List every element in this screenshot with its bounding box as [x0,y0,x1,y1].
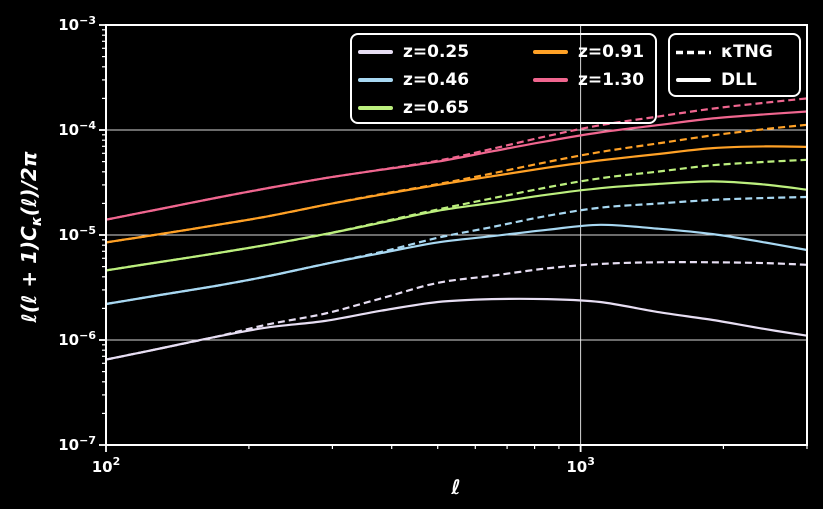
y-axis-label-pre: ℓ(ℓ + 1)C [17,226,41,323]
line-swatch-z130 [533,78,568,82]
svg-text:10−3: 10−3 [58,14,96,34]
legend-item-z065: z=0.65 [358,98,469,118]
svg-text:10−7: 10−7 [58,434,96,454]
legend-label-ktng: κTNG [721,42,773,62]
solid-line-swatch [676,78,711,82]
legend-label-z025: z=0.25 [403,42,470,62]
legend-item-ktng: κTNG [676,42,773,62]
legend-label-z091: z=0.91 [578,42,645,62]
legend-label-z046: z=0.46 [403,70,470,90]
legend-item-z025: z=0.25 [358,42,469,62]
line-swatch-z025 [358,50,393,54]
line-swatch-z091 [533,50,568,54]
svg-text:102: 102 [92,455,121,476]
line-swatch-z046 [358,78,393,82]
legend-label-dll: DLL [721,70,757,90]
legend-item-z091: z=0.91 [533,42,644,62]
x-axis-label: ℓ [451,475,461,499]
legend-label-z130: z=1.30 [578,70,645,90]
svg-text:103: 103 [566,455,595,476]
redshift-legend: z=0.25 z=0.46 z=0.65 z=0.91 z=1.30 [350,33,657,124]
legend-item-z046: z=0.46 [358,70,469,90]
line-swatch-z065 [358,106,393,110]
y-axis-label-sub: κ [29,216,45,227]
line-style-legend: κTNG DLL [668,33,801,97]
svg-text:10−6: 10−6 [58,329,96,349]
y-axis-label: ℓ(ℓ + 1)Cκ(ℓ)/2π [17,151,45,322]
svg-text:10−5: 10−5 [58,224,96,244]
legend-item-dll: DLL [676,70,757,90]
legend-item-z130: z=1.30 [533,70,644,90]
legend-label-z065: z=0.65 [403,98,470,118]
dashed-line-swatch [676,50,711,54]
y-axis-label-post: (ℓ)/2π [17,151,41,217]
svg-text:10−4: 10−4 [58,119,96,139]
